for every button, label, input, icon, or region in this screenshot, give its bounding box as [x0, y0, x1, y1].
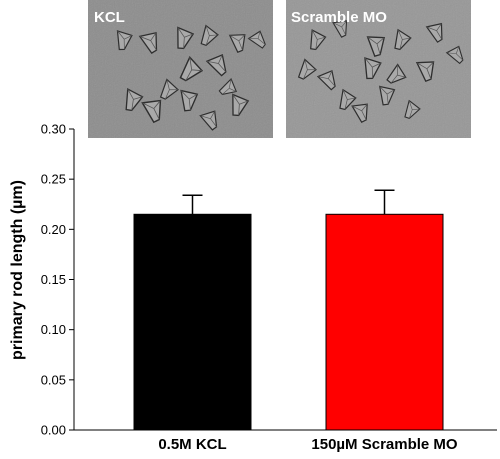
y-tick-label: 0.10 — [41, 322, 66, 337]
crystal-shape — [378, 85, 396, 106]
crystal-shape — [138, 31, 158, 54]
crystal-shape — [141, 99, 162, 124]
bar — [133, 213, 252, 431]
crystal-shape — [179, 55, 204, 82]
inset-label-scramble-mo: Scramble MO — [291, 9, 387, 26]
micrograph-scramble-mo: Scramble MO — [286, 0, 471, 138]
crystal-shape — [364, 57, 382, 80]
crystal-shape — [228, 34, 246, 53]
y-tick-label: 0.00 — [41, 423, 66, 438]
y-tick-label: 0.25 — [41, 172, 66, 187]
crystal-shape — [247, 30, 266, 49]
crystal-shape — [445, 45, 464, 65]
inset-label-kcl: KCL — [94, 9, 125, 26]
crystal-shape — [332, 20, 348, 38]
crystal-shape — [180, 89, 199, 112]
crystal-shape — [297, 58, 317, 80]
y-ticks: 0.00 0.05 0.10 0.15 0.20 0.25 0.30 — [41, 122, 74, 438]
x-category-label: 150µM Scramble MO — [311, 436, 458, 453]
crystal-particles — [297, 20, 464, 123]
crystal-shape — [425, 22, 443, 43]
crystal-shape — [116, 30, 133, 51]
bar — [325, 213, 444, 431]
x-category-label: 0.5M KCL — [158, 436, 226, 453]
crystal-shape — [310, 29, 327, 51]
crystal-shape — [232, 93, 250, 117]
crystal-shape — [159, 78, 179, 100]
crystal-shape — [339, 88, 357, 111]
crystal-shape — [177, 26, 195, 50]
micrograph-kcl: KCL — [88, 0, 273, 138]
crystal-shape — [125, 88, 144, 112]
crystal-shape — [415, 61, 435, 83]
crystal-shape — [199, 110, 218, 131]
crystal-shape — [394, 28, 412, 51]
y-axis-title: primary rod length (µm) — [9, 180, 26, 360]
y-tick-label: 0.05 — [41, 372, 66, 387]
crystal-shape — [404, 99, 421, 119]
crystal-shape — [351, 103, 368, 123]
bars — [133, 189, 444, 431]
crystal-shape — [386, 63, 407, 84]
y-tick-label: 0.20 — [41, 222, 66, 237]
crystal-particles — [116, 24, 266, 131]
crystal-shape — [205, 53, 227, 77]
y-tick-label: 0.15 — [41, 272, 66, 287]
crystal-shape — [366, 36, 386, 57]
x-labels: 0.5M KCL 150µM Scramble MO — [158, 436, 458, 453]
crystal-shape — [200, 24, 219, 46]
crystal-shape — [316, 69, 336, 91]
crystal-shape — [218, 77, 238, 95]
y-tick-label: 0.30 — [41, 122, 66, 137]
